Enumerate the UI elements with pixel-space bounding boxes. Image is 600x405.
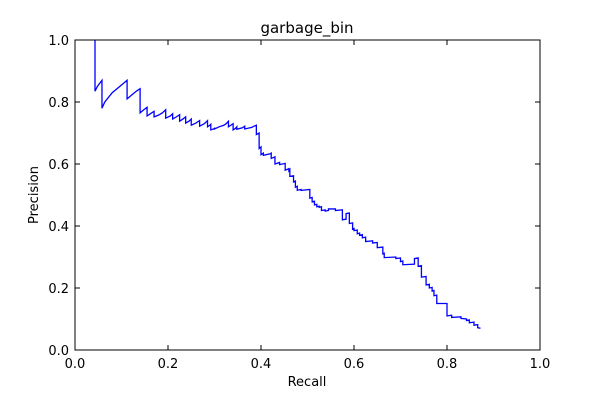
y-tick-label: 0.0 <box>48 344 69 359</box>
x-tick-label: 0.2 <box>158 357 179 372</box>
plot-area: 0.0 0.2 0.4 0.6 0.8 1.0 0.0 0.2 0.4 0.6 0.8 1.0 <box>48 34 550 372</box>
y-axis-label: Precision <box>27 166 42 224</box>
x-axis-label: Recall <box>288 375 327 390</box>
x-tick-label: 0.6 <box>344 357 365 372</box>
x-tick-label: 1.0 <box>530 357 551 372</box>
x-tick-label: 0.4 <box>251 357 272 372</box>
series-line-0 <box>94 40 481 329</box>
y-tick-label: 1.0 <box>48 34 69 49</box>
x-tick-label: 0.0 <box>65 357 86 372</box>
y-tick-label: 0.6 <box>48 158 69 173</box>
y-tick-label: 0.8 <box>48 96 69 111</box>
x-tick-label: 0.8 <box>437 357 458 372</box>
plot-frame <box>74 39 541 351</box>
chart-title: garbage_bin <box>260 19 353 38</box>
y-tick-label: 0.4 <box>48 220 69 235</box>
y-tick-label: 0.2 <box>48 282 69 297</box>
